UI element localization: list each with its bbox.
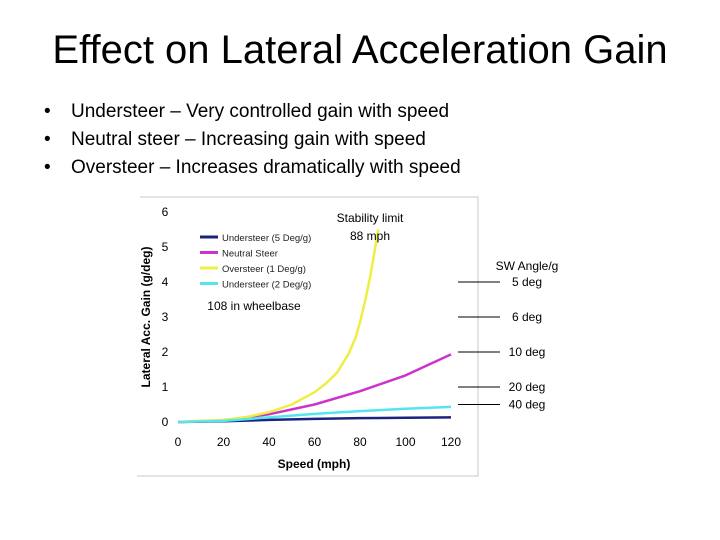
- y-tick-label: 2: [162, 345, 169, 359]
- y-tick-label: 4: [162, 275, 169, 289]
- bullet-glyph: •: [44, 101, 51, 122]
- bullet-text: Understeer – Very controlled gain with s…: [71, 101, 450, 122]
- series-line: [177, 353, 452, 424]
- sw-angle-label: SW Angle/g: [496, 259, 559, 273]
- bullet-glyph: •: [44, 157, 51, 178]
- x-tick-label: 60: [308, 435, 322, 449]
- sw-angle-label: 10 deg: [509, 345, 546, 359]
- wheelbase-label: 108 in wheelbase: [207, 299, 301, 313]
- x-tick-label: 80: [353, 435, 367, 449]
- y-tick-label: 6: [162, 205, 169, 219]
- x-tick-label: 100: [395, 435, 415, 449]
- x-tick-label: 40: [262, 435, 276, 449]
- stability-limit-label: Stability limit: [337, 211, 404, 225]
- x-axis-label: Speed (mph): [278, 457, 351, 471]
- slide-title: Effect on Lateral Acceleration Gain: [52, 28, 668, 72]
- bullet-text: Oversteer – Increases dramatically with …: [71, 157, 461, 178]
- sw-angle-label: 6 deg: [512, 310, 542, 324]
- chart-border: [137, 196, 479, 477]
- bullet-item: • Oversteer – Increases dramatically with…: [44, 154, 461, 182]
- x-tick-label: 20: [217, 435, 231, 449]
- series-line: [177, 405, 452, 424]
- y-tick-label: 1: [162, 380, 169, 394]
- bullet-glyph: •: [44, 129, 51, 150]
- y-tick-label: 3: [162, 310, 169, 324]
- legend-label: Oversteer (1 Deg/g): [222, 264, 306, 275]
- sw-angle-label: 5 deg: [512, 275, 542, 289]
- x-tick-label: 120: [441, 435, 461, 449]
- series-line: [177, 229, 380, 424]
- y-tick-label: 5: [162, 240, 169, 254]
- legend-label: Understeer (2 Deg/g): [222, 280, 311, 291]
- x-tick-label: 0: [175, 435, 182, 449]
- y-tick-label: 0: [162, 415, 169, 429]
- y-axis-label: Lateral Acc. Gain (g/deg): [139, 247, 153, 388]
- sw-angle-label: 40 deg: [509, 398, 546, 412]
- bullet-list: • Understeer – Very controlled gain with …: [44, 98, 461, 182]
- bullet-text: Neutral steer – Increasing gain with spe…: [71, 129, 426, 150]
- legend-label: Neutral Steer: [222, 249, 278, 260]
- legend-label: Understeer (5 Deg/g): [222, 233, 311, 244]
- sw-angle-label: 20 deg: [509, 380, 546, 394]
- stability-limit-label: 88 mph: [350, 229, 390, 243]
- bullet-item: • Understeer – Very controlled gain with …: [44, 98, 461, 126]
- bullet-item: • Neutral steer – Increasing gain with sp…: [44, 126, 461, 154]
